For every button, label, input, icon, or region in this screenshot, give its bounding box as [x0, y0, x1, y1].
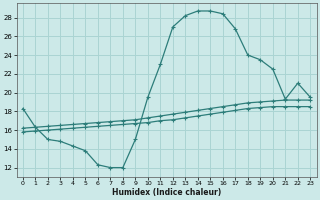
X-axis label: Humidex (Indice chaleur): Humidex (Indice chaleur)	[112, 188, 221, 197]
